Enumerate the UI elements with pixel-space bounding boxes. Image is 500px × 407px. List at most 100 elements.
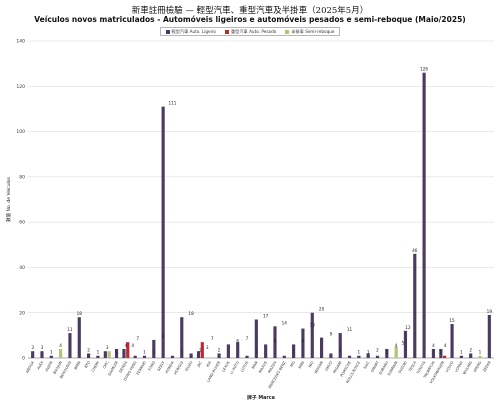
- bar-jac-s1: [200, 342, 204, 358]
- legend-swatch-heavy: [224, 29, 229, 34]
- bar-cmc-s2: [107, 351, 111, 358]
- y-tick-label: 60: [19, 220, 25, 226]
- y-tick-label: 40: [19, 265, 25, 271]
- bar-lotus-s0: [245, 355, 249, 358]
- bar-lexus-s0: [226, 344, 230, 358]
- bar-cmc-s0: [103, 351, 107, 358]
- data-label: 111: [168, 101, 176, 106]
- x-tick-label: FERRARI: [136, 361, 147, 376]
- bar-land-rover-s0: [217, 353, 221, 358]
- data-label: 18: [77, 311, 83, 316]
- data-label: 3: [106, 345, 109, 350]
- data-label: 3: [31, 345, 34, 350]
- data-label: 4: [131, 343, 134, 348]
- bar-ferrari-s0: [142, 355, 147, 358]
- bar-mercedes-benz-s0: [282, 355, 286, 358]
- x-tick-label: GEELY: [157, 360, 166, 372]
- x-tick-label: BMW: [74, 360, 82, 370]
- x-tick-label: WULING: [462, 360, 473, 375]
- data-label: 4: [432, 343, 435, 348]
- bar-nio-s0: [310, 312, 314, 358]
- legend-label-semitrailer: 半掛車 Semi-reboque: [291, 28, 335, 34]
- bar-audi-s0: [40, 351, 44, 358]
- x-tick-label: CHERY: [91, 360, 101, 373]
- data-label: 1: [385, 350, 388, 355]
- bar-saic-s0: [366, 353, 370, 358]
- bar-honda-s0: [170, 355, 175, 358]
- x-tick-label: BAOJUN: [52, 360, 63, 374]
- data-label: 1: [460, 350, 463, 355]
- x-tick-label: MG: [290, 360, 297, 367]
- x-tick-label: KIA: [206, 360, 213, 368]
- bar-geely-s0: [161, 106, 165, 359]
- x-tick-label: VOLVO: [445, 360, 455, 373]
- data-label: 15: [449, 318, 455, 323]
- bar-volvo-s0: [450, 324, 454, 358]
- data-label: 3: [206, 345, 209, 350]
- x-tick-label: HONDA: [165, 360, 175, 374]
- bar-maxus-s0: [264, 344, 268, 358]
- y-tick-label: 120: [16, 84, 25, 90]
- bar-dong-feng-s0: [133, 355, 137, 358]
- legend-item-light: 輕型汽車 Auto. Ligeiro: [165, 28, 216, 35]
- bar-nissan-s0: [319, 337, 324, 358]
- legend-item-heavy: 重型汽車 Auto. Pesado: [224, 29, 276, 35]
- legend-swatch-light: [165, 29, 170, 34]
- data-label: 7: [211, 336, 214, 341]
- y-tick-label: 100: [16, 129, 25, 135]
- data-label: 2: [339, 347, 342, 352]
- x-tick-label: DAIMLER: [107, 360, 119, 376]
- bar-ford-s0: [152, 339, 156, 358]
- data-label: 6: [274, 338, 277, 343]
- y-axis-label: 數量 No. de Veículos: [5, 176, 12, 221]
- x-tick-label: SUZUKI: [398, 361, 408, 375]
- bar-mazda-s0: [273, 326, 277, 358]
- x-tick-label: LOTUS: [240, 360, 250, 373]
- x-tick-label: AUDI: [36, 361, 44, 371]
- bar-daimler-s0: [114, 348, 119, 358]
- data-label: 6: [302, 338, 305, 343]
- data-label: 19: [487, 309, 493, 314]
- data-label: 2: [218, 347, 221, 352]
- data-label: 7: [136, 336, 139, 341]
- data-label: 2: [87, 347, 90, 352]
- y-tick-label: 80: [19, 174, 25, 180]
- bar-volkswagen-s0: [439, 348, 443, 358]
- data-label: 2: [199, 347, 202, 352]
- bar-isuzu-s0: [189, 353, 193, 358]
- data-label: 1: [367, 350, 370, 355]
- data-label: 3: [41, 345, 44, 350]
- bar-man-s0: [254, 319, 258, 358]
- chart-subtitle: Veículos novos matriculados - Automóveis…: [34, 15, 466, 24]
- data-label: 11: [347, 327, 353, 332]
- data-label: 1: [358, 350, 361, 355]
- bar-onvo-s0: [329, 353, 333, 358]
- x-tick-label: MAZDA: [267, 360, 277, 374]
- data-label: 9: [330, 332, 333, 337]
- bar-beiyoushi-s0: [68, 333, 72, 358]
- x-tick-label: DENZA: [118, 360, 128, 373]
- bar-jac-s0: [196, 351, 201, 358]
- bar-li-auto-s0: [236, 342, 240, 358]
- x-tick-label: SUNRAIN: [387, 360, 399, 376]
- x-tick-label: SAIC: [363, 360, 371, 370]
- legend-label-light: 輕型汽車 Auto. Ligeiro: [171, 28, 216, 34]
- x-tick-label: LI AUTO: [229, 360, 240, 375]
- bar-toyota-s0: [422, 72, 426, 358]
- chart-legend: 輕型汽車 Auto. Ligeiro 重型汽車 Auto. Pesado 半掛車…: [160, 27, 340, 36]
- legend-item-semitrailer: 半掛車 Semi-reboque: [285, 28, 335, 35]
- data-label: 2: [376, 347, 379, 352]
- data-label: 1: [50, 350, 53, 355]
- chart-title: 新車註冊檢驗 — 輕型汽車、重型汽車及半掛車（2025年5月）: [131, 6, 369, 16]
- data-label: 8: [162, 334, 165, 339]
- bar-baojun-s2: [59, 348, 63, 358]
- bar-tesla-s0: [413, 253, 417, 358]
- data-label: 1: [180, 350, 183, 355]
- x-tick-label: AVATR: [45, 360, 54, 372]
- data-label: 13: [310, 323, 316, 328]
- bar-wuling-s0: [469, 353, 473, 358]
- data-label: 12: [405, 325, 411, 330]
- bar-smart-s0: [375, 355, 380, 358]
- data-label: 17: [263, 314, 269, 319]
